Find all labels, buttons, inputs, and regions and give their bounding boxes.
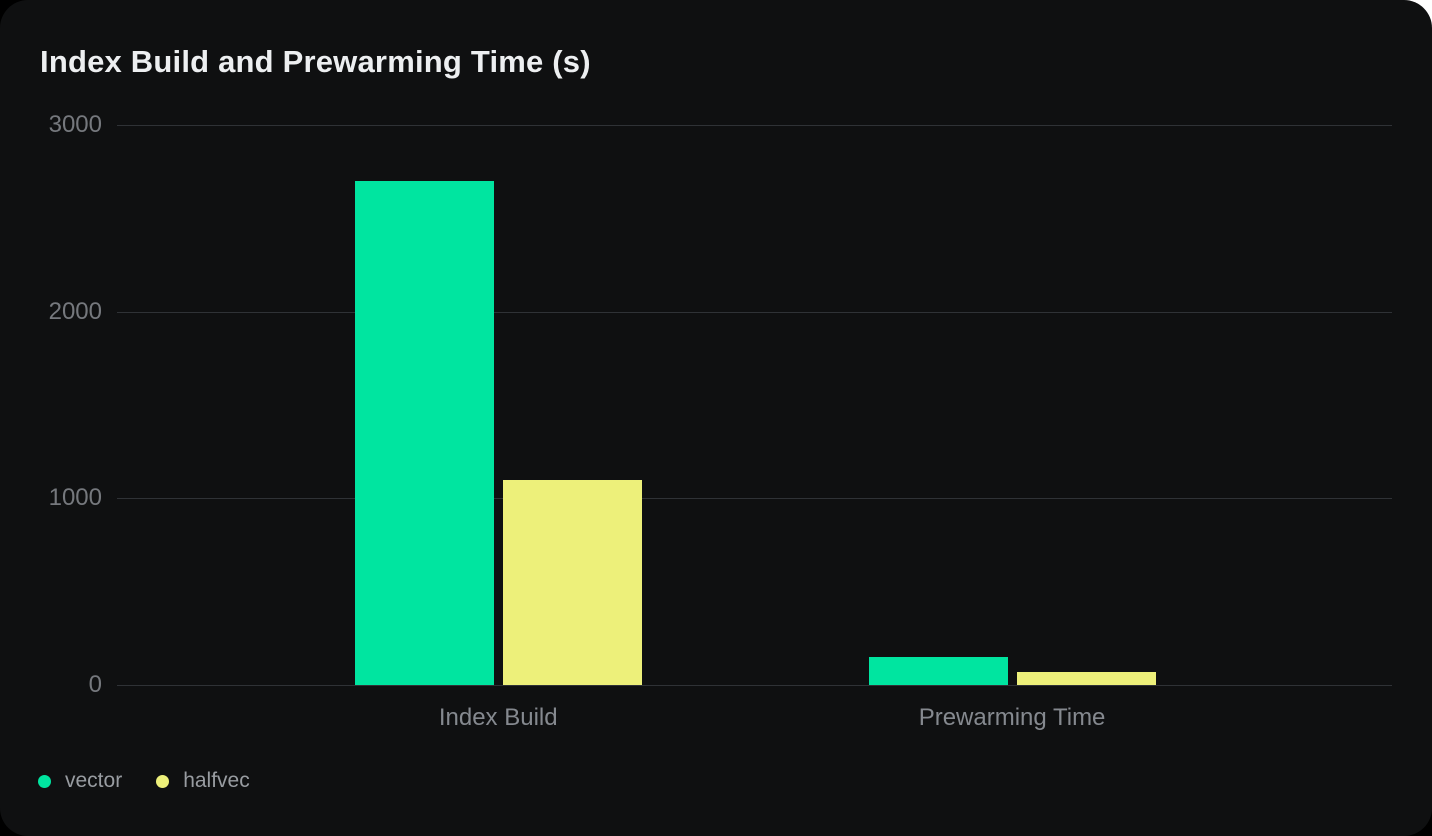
gridline-0 — [117, 685, 1392, 686]
gridline-3000 — [117, 125, 1392, 126]
bar-halfvec-prewarming-time[interactable] — [1016, 671, 1156, 685]
chart-title: Index Build and Prewarming Time (s) — [40, 44, 591, 79]
x-axis-label-index-build: Index Build — [438, 704, 558, 731]
legend-dot-halfvec — [156, 774, 170, 788]
y-tick-label-0: 0 — [88, 671, 102, 698]
bar-vector-prewarming-time[interactable] — [868, 657, 1008, 685]
chart-legend: vector halfvec — [38, 769, 250, 793]
legend-label-vector: vector — [65, 769, 123, 792]
legend-item-vector[interactable]: vector — [38, 769, 122, 793]
legend-item-halfvec[interactable]: halfvec — [156, 769, 250, 793]
gridline-1000 — [117, 498, 1392, 500]
bar-halfvec-index-build[interactable] — [502, 479, 642, 685]
gridline-2000 — [117, 311, 1392, 313]
y-tick-label-2000: 2000 — [48, 297, 102, 325]
legend-dot-vector — [38, 774, 51, 788]
x-axis-label-prewarming-time: Prewarming Time — [918, 704, 1106, 731]
y-tick-label-1000: 1000 — [48, 484, 102, 512]
bar-vector-index-build[interactable] — [354, 181, 494, 685]
y-tick-label-3000: 3000 — [48, 111, 102, 138]
legend-label-halfvec: halfvec — [183, 769, 250, 792]
